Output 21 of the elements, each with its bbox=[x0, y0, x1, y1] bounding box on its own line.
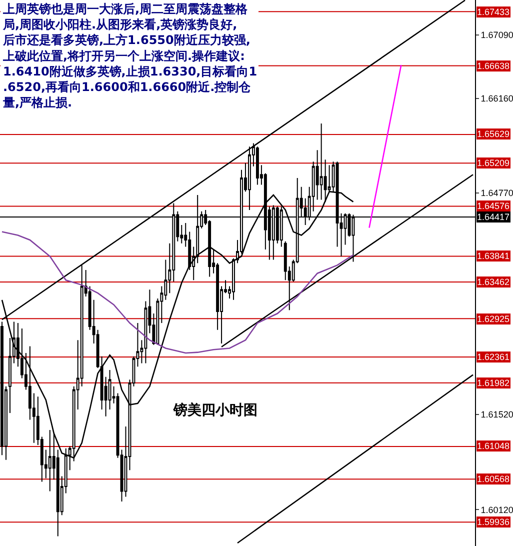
ref-line-label: 1.65209 bbox=[477, 158, 510, 168]
ref-line-label: 1.62361 bbox=[477, 352, 510, 362]
ref-line-label: 1.65629 bbox=[477, 129, 510, 139]
ref-line-label: 1.62925 bbox=[477, 314, 510, 324]
text: 1.67090 bbox=[480, 30, 513, 40]
ref-line-label: 1.63841 bbox=[477, 251, 510, 261]
ref-line-label: 1.59936 bbox=[477, 517, 510, 527]
ref-line-label: 1.64417 bbox=[477, 212, 510, 222]
text: 1.60120 bbox=[480, 504, 513, 515]
text: 镑美四小时图 bbox=[172, 401, 258, 418]
ref-line-label: 1.64576 bbox=[477, 201, 510, 211]
ref-line-label: 1.67433 bbox=[477, 7, 510, 17]
text: 1.61520 bbox=[480, 409, 513, 420]
annotation: 上周英镑也是周一大涨后,周二至周震荡盘整格局,周图收小阳柱.从图形来看,英镑涨势良好,后市还是看多英镑,上方1.6550附近压力较强,上破此位置,将打开另一个上涨空间.操作建议:1.6410附近做多英镑,止损1.6330,目标看向1.6520,再看向1.6600和1.6660附近.控制仓量,严格止损. bbox=[2, 2, 258, 110]
ref-line-label: 1.61982 bbox=[477, 378, 510, 388]
text: 1.66160 bbox=[480, 93, 513, 104]
ref-line-label: 1.60568 bbox=[477, 474, 510, 484]
text: 1.64770 bbox=[480, 188, 513, 198]
ref-line-label: 1.66638 bbox=[477, 61, 510, 71]
ref-line-label: 1.61048 bbox=[477, 441, 510, 451]
ref-line-label: 1.63462 bbox=[477, 277, 510, 287]
